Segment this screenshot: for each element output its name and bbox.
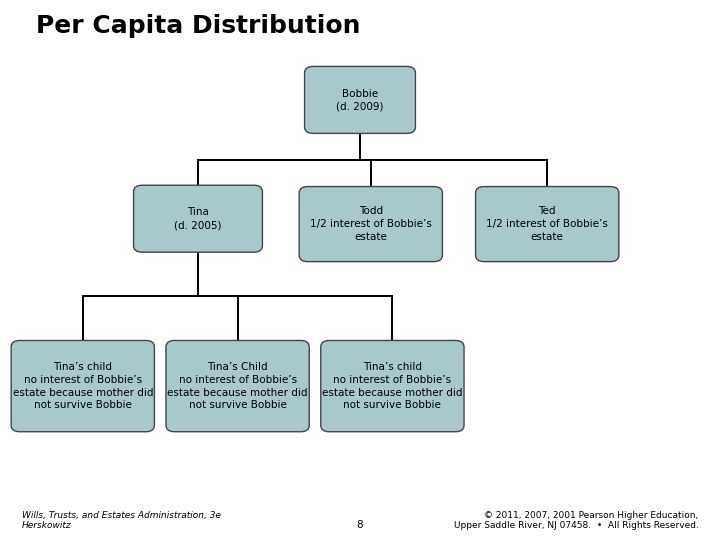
Text: Todd
1/2 interest of Bobbie’s
estate: Todd 1/2 interest of Bobbie’s estate (310, 206, 432, 242)
FancyBboxPatch shape (305, 66, 415, 133)
Text: Tina
(d. 2005): Tina (d. 2005) (174, 207, 222, 230)
FancyBboxPatch shape (475, 186, 618, 261)
Text: Per Capita Distribution: Per Capita Distribution (36, 14, 361, 37)
Text: Tina’s Child
no interest of Bobbie’s
estate because mother did
not survive Bobbi: Tina’s Child no interest of Bobbie’s est… (167, 362, 308, 410)
Text: Bobbie
(d. 2009): Bobbie (d. 2009) (336, 89, 384, 111)
FancyBboxPatch shape (134, 185, 262, 252)
FancyBboxPatch shape (166, 341, 310, 432)
FancyBboxPatch shape (321, 341, 464, 432)
Text: 8: 8 (356, 520, 364, 530)
Text: Tina’s child
no interest of Bobbie’s
estate because mother did
not survive Bobbi: Tina’s child no interest of Bobbie’s est… (12, 362, 153, 410)
Text: Ted
1/2 interest of Bobbie’s
estate: Ted 1/2 interest of Bobbie’s estate (486, 206, 608, 242)
FancyBboxPatch shape (300, 186, 442, 261)
FancyBboxPatch shape (12, 341, 154, 432)
Text: Wills, Trusts, and Estates Administration, 3e
Herskowitz: Wills, Trusts, and Estates Administratio… (22, 511, 220, 530)
Text: Tina’s child
no interest of Bobbie’s
estate because mother did
not survive Bobbi: Tina’s child no interest of Bobbie’s est… (322, 362, 463, 410)
Text: © 2011, 2007, 2001 Pearson Higher Education,
Upper Saddle River, NJ 07458.  •  A: © 2011, 2007, 2001 Pearson Higher Educat… (454, 511, 698, 530)
